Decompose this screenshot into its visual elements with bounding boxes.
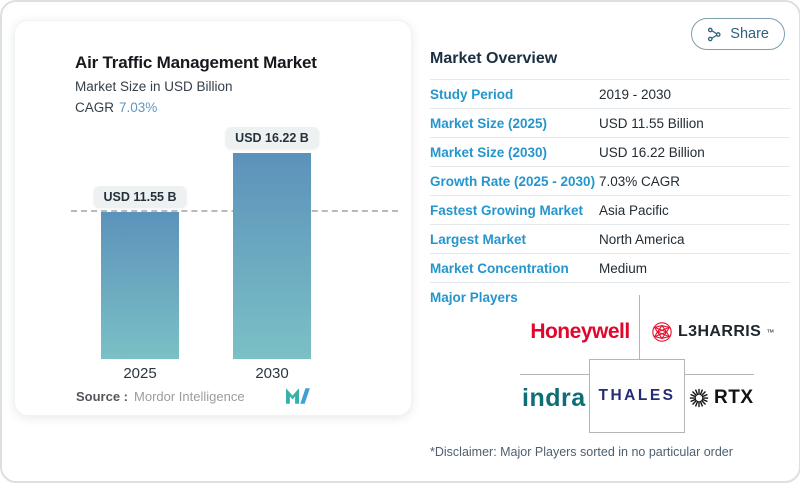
indra-logo: indra	[522, 384, 586, 412]
share-button[interactable]: Share	[691, 18, 785, 50]
l3harris-trademark: ™	[766, 327, 775, 337]
rtx-logo: RTX	[688, 387, 754, 409]
overview-heading: Market Overview	[430, 50, 558, 67]
row-value: USD 16.22 Billion	[599, 144, 705, 160]
table-row: Market Size (2030) USD 16.22 Billion	[430, 138, 790, 167]
table-row: Fastest Growing Market Asia Pacific	[430, 196, 790, 225]
cagr-line: CAGR 7.03%	[75, 100, 157, 115]
row-value: USD 11.55 Billion	[599, 115, 704, 131]
market-size-chart-card: Air Traffic Management Market Market Siz…	[14, 20, 412, 416]
l3harris-logo: L3HARRIS ™	[651, 321, 774, 343]
chart-subtitle: Market Size in USD Billion	[75, 79, 233, 94]
x-tick: 2025	[123, 365, 157, 382]
row-value: North America	[599, 231, 685, 247]
rtx-starburst-icon	[688, 387, 710, 409]
table-row: Market Size (2025) USD 11.55 Billion	[430, 109, 790, 138]
mordor-intelligence-logo	[286, 387, 312, 410]
row-label: Market Size (2025)	[430, 115, 548, 131]
rtx-wordmark: RTX	[714, 387, 754, 408]
thales-logo-box: THALES	[589, 359, 685, 433]
source-label: Source :	[76, 389, 129, 404]
share-nodes-icon	[707, 27, 722, 42]
table-row: Market Concentration Medium	[430, 254, 790, 283]
l3harris-wordmark: L3HARRIS	[678, 323, 762, 340]
x-tick: 2030	[255, 365, 289, 382]
row-label: Largest Market	[430, 231, 527, 247]
source-value: Mordor Intelligence	[134, 389, 245, 404]
row-label: Study Period	[430, 86, 514, 102]
row-value: Asia Pacific	[599, 202, 669, 218]
bar-value-label: USD 11.55 B	[93, 186, 187, 208]
table-row: Largest Market North America	[430, 225, 790, 254]
cagr-value: 7.03%	[119, 100, 158, 115]
row-label: Fastest Growing Market	[430, 202, 584, 218]
connector-vertical-line	[639, 295, 640, 359]
source-attribution: Source : Mordor Intelligence	[76, 389, 245, 404]
bar-value-label: USD 16.22 B	[225, 127, 319, 149]
table-row: Study Period 2019 - 2030	[430, 79, 790, 109]
row-value: 7.03% CAGR	[599, 173, 681, 189]
bar-chart-plot: USD 11.55 B 2025 USD 16.22 B 2030	[15, 21, 411, 382]
overview-table: Study Period 2019 - 2030 Market Size (2025…	[430, 79, 790, 283]
row-value: Medium	[599, 260, 648, 276]
thales-wordmark: THALES	[598, 387, 676, 404]
chart-title: Air Traffic Management Market	[75, 53, 317, 72]
major-players-diagram: Honeywell L3HARRIS ™ THALES	[430, 287, 792, 437]
row-label: Market Size (2030)	[430, 144, 548, 160]
table-row: Growth Rate (2025 - 2030) 7.03% CAGR	[430, 167, 790, 196]
major-players-heading: Major Players	[430, 290, 518, 305]
honeywell-logo: Honeywell	[530, 320, 630, 343]
row-label: Growth Rate (2025 - 2030)	[430, 173, 596, 189]
disclaimer-text: *Disclaimer: Major Players sorted in no …	[430, 445, 733, 459]
bar-2025	[101, 212, 179, 359]
cagr-label: CAGR	[75, 100, 115, 115]
bar-2030	[233, 153, 311, 359]
row-value: 2019 - 2030	[599, 86, 672, 102]
connector-horizontal-line-left	[520, 374, 589, 375]
share-button-label: Share	[730, 26, 769, 42]
market-overview-panel: Market Overview Study Period 2019 - 2030 M…	[430, 2, 792, 481]
l3harris-globe-icon	[651, 321, 673, 343]
connector-horizontal-line-right	[685, 374, 754, 375]
row-label: Market Concentration	[430, 260, 569, 276]
